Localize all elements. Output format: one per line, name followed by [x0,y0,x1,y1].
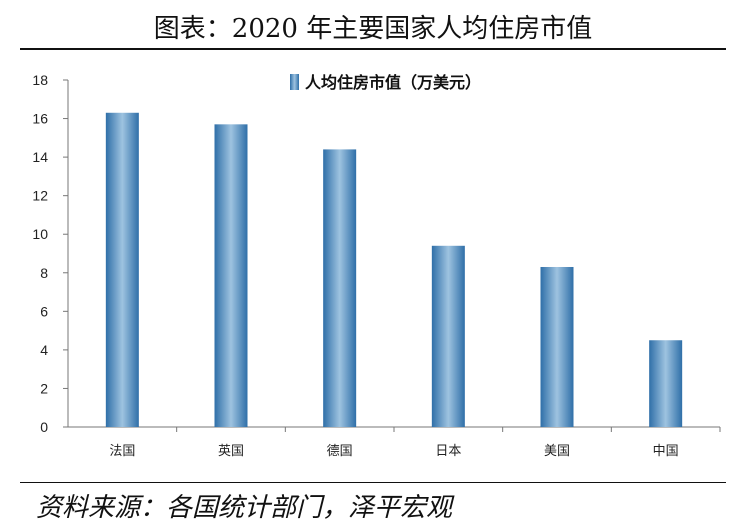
bar [214,124,248,427]
legend-label: 人均住房市值（万美元） [305,73,481,92]
y-tick-label: 14 [32,149,48,165]
x-tick-label: 日本 [435,444,461,459]
bar [323,149,357,427]
y-tick-label: 8 [40,265,48,281]
y-tick-label: 16 [32,111,48,127]
y-tick-label: 2 [40,380,48,396]
bottom-rule [20,482,726,483]
bar [649,340,683,427]
y-tick-label: 18 [32,72,48,88]
bar [105,112,139,428]
bar [431,245,465,427]
bar [540,266,574,427]
bar-chart: 0 2 4 6 8 10 12 14 16 18 法国 英国 德国 日本 美国 中国 人均住房市值（万美元） [32,72,721,459]
y-tick-label: 12 [32,188,48,204]
top-rule [20,48,726,50]
y-tick-label: 6 [40,303,48,319]
y-tick-label: 0 [40,419,48,435]
x-tick-label: 中国 [653,444,679,459]
y-tick-label: 4 [40,342,48,358]
x-tick-label: 德国 [327,444,353,459]
x-tick-label: 法国 [109,444,135,459]
source-note: 资料来源：各国统计部门，泽平宏观 [36,493,453,523]
x-tick-label: 英国 [218,444,244,459]
legend-swatch [290,74,299,90]
figure-title: 图表：2020 年主要国家人均住房市值 [153,14,593,44]
y-tick-label: 10 [32,226,48,242]
x-tick-label: 美国 [544,444,570,459]
